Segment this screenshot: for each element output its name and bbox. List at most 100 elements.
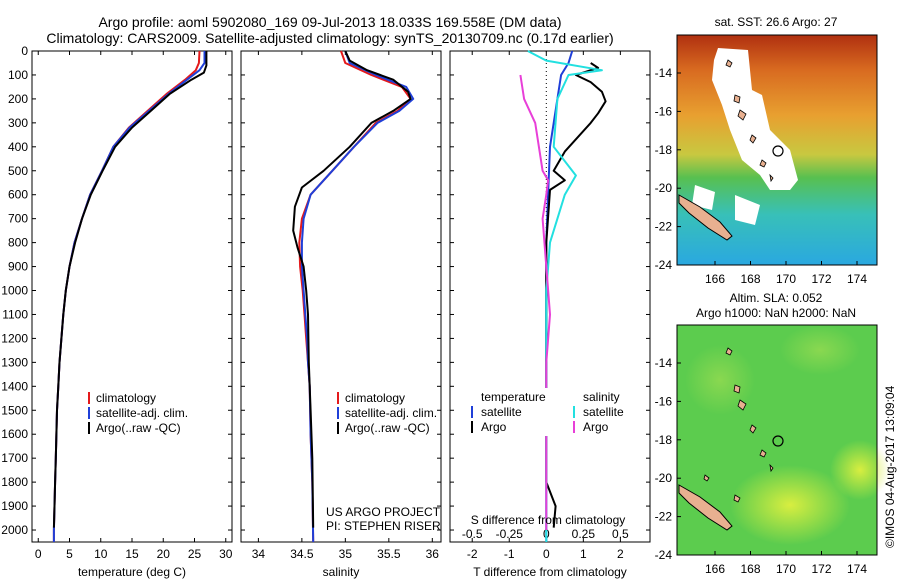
figure-title-line2: Climatology: CARS2009. Satellite-adjuste…: [46, 30, 614, 46]
salinity-plot-frame: [240, 50, 442, 543]
depth-tick-label: 0: [21, 44, 28, 58]
s-diff-tick-label: -0.25: [496, 527, 524, 541]
sla-map-title1: Altim. SLA: 0.052: [730, 291, 823, 305]
legend-s-satellite-label: satellite: [583, 405, 624, 419]
depth-tick-label: 100: [8, 68, 28, 82]
depth-tick-label: 1200: [1, 331, 28, 345]
pi-annotation: PI: STEPHEN RISER: [326, 519, 441, 533]
depth-tick-label: 1800: [1, 475, 28, 489]
legend-argo-label: Argo(..raw -QC): [96, 421, 181, 435]
sla-argo-marker: [772, 435, 784, 447]
x-tick-label: 20: [157, 547, 171, 561]
sla-map-axes: 166 168 170 172 174 -14 -16 -18 -20 -22 -24: [655, 356, 868, 576]
t-difference-axis-label: T difference from climatology: [473, 565, 627, 579]
x-tick-label: -1: [504, 547, 515, 561]
sst-map-title: sat. SST: 26.6 Argo: 27: [715, 15, 838, 29]
legend-satellite-label: satellite-adj. clim.: [345, 406, 437, 420]
figure-title-line1: Argo profile: aoml 5902080_169 09-Jul-20…: [98, 14, 562, 30]
map-lon-tick-label: 174: [847, 562, 867, 576]
x-tick-label: 35: [339, 547, 353, 561]
s-diff-tick-label: 0.5: [612, 527, 629, 541]
x-tick-label: 30: [219, 547, 233, 561]
x-tick-label: 0: [543, 547, 550, 561]
depth-tick-label: 900: [8, 260, 28, 274]
map-lat-tick-label: -18: [655, 143, 673, 157]
legend-climatology-label: climatology: [345, 391, 405, 405]
depth-axis: 0 100 200 300 400 500 600 700 800 900 1000 1100 1200…: [1, 44, 28, 537]
x-tick-label: 36: [426, 547, 440, 561]
depth-tick-label: 600: [8, 188, 28, 202]
depth-tick-label: 1500: [1, 403, 28, 417]
depth-tick-label: 400: [8, 140, 28, 154]
depth-tick-label: 1600: [1, 427, 28, 441]
depth-tick-label: 1300: [1, 355, 28, 369]
difference-plot-frame: [449, 50, 651, 543]
x-tick-label: 5: [66, 547, 73, 561]
depth-tick-label: 1400: [1, 379, 28, 393]
legend-satellite-label: satellite-adj. clim.: [96, 406, 188, 420]
legend-temperature-header: temperature: [481, 390, 546, 404]
legend-t-argo-label: Argo: [481, 420, 507, 434]
series-line-temperature-satellite: [545, 50, 574, 542]
depth-tick-label: 300: [8, 116, 28, 130]
sla-map-title2: Argo h1000: NaN h2000: NaN: [696, 306, 856, 320]
sst-new-caledonia: [678, 194, 733, 241]
map-lat-tick-label: -22: [655, 510, 673, 524]
x-tick-label: -2: [467, 547, 478, 561]
x-tick-label: 34.5: [290, 547, 314, 561]
depth-tick-label: 1700: [1, 451, 28, 465]
series-line-satellite-adj-clim: [300, 50, 415, 543]
temperature-legend: climatology satellite-adj. clim. Argo(..…: [88, 391, 188, 435]
series-line-climatology: [298, 50, 412, 543]
map-lat-tick-label: -20: [655, 181, 673, 195]
sla-anomaly-blob: [685, 345, 755, 415]
depth-tick-label: 500: [8, 164, 28, 178]
legend-salinity-header: salinity: [583, 390, 620, 404]
sst-map-axes: 166 168 170 172 174 -14 -16 -18 -20 -22 -24: [655, 66, 868, 286]
depth-tick-label: 1100: [2, 307, 28, 321]
map-lon-tick-label: 172: [811, 562, 831, 576]
map-lat-tick-label: -14: [655, 66, 673, 80]
depth-tick-label: 200: [8, 92, 28, 106]
depth-tick-label: 2000: [1, 523, 28, 537]
sla-new-caledonia: [678, 484, 733, 531]
x-tick-label: 2: [617, 547, 624, 561]
map-lon-tick-label: 168: [740, 562, 760, 576]
difference-plot: -2 -1 0 1 2-0.5 -0.25 0 0.25 0.5: [450, 50, 650, 561]
project-annotation: US ARGO PROJECT: [326, 505, 441, 519]
map-lat-tick-label: -18: [655, 433, 673, 447]
legend-s-argo-label: Argo: [583, 420, 609, 434]
map-lon-tick-label: 170: [776, 562, 796, 576]
map-lon-tick-label: 166: [705, 272, 725, 286]
map-lat-tick-label: -16: [655, 104, 673, 118]
sst-islands: [725, 59, 774, 183]
s-diff-tick-label: -0.5: [462, 527, 483, 541]
sst-map: [676, 34, 878, 266]
x-tick-label: 0: [35, 547, 42, 561]
x-tick-label: 1: [580, 547, 587, 561]
sst-argo-marker: [772, 145, 784, 157]
x-tick-label: 15: [125, 547, 139, 561]
series-line-argo-raw-qc: [292, 50, 412, 528]
map-lon-tick-label: 166: [705, 562, 725, 576]
map-lat-tick-label: -16: [655, 394, 673, 408]
depth-tick-label: 1000: [1, 284, 28, 298]
temperature-axis-label: temperature (deg C): [78, 565, 186, 579]
legend-t-satellite-label: satellite: [481, 405, 522, 419]
series-line-satellite-adj-clim: [52, 51, 206, 542]
x-tick-label: 25: [188, 547, 202, 561]
s-difference-axis-label: S difference from climatology: [471, 513, 626, 527]
legend-climatology-label: climatology: [96, 391, 156, 405]
sla-anomaly-blob: [780, 325, 860, 375]
sla-anomaly-blob: [730, 465, 850, 545]
series-line-salinity-argo: [519, 74, 551, 530]
map-lat-tick-label: -24: [655, 258, 673, 272]
series-line-salinity-satellite: [527, 50, 603, 542]
salinity-plot: 34 34.5 35 35.5 36: [241, 50, 441, 561]
sla-islands: [703, 347, 774, 503]
salinity-legend: climatology satellite-adj. clim. Argo(..…: [337, 391, 437, 435]
map-lon-tick-label: 172: [811, 272, 831, 286]
map-lat-tick-label: -14: [655, 356, 673, 370]
map-lon-tick-label: 174: [847, 272, 867, 286]
map-lat-tick-label: -22: [655, 220, 673, 234]
